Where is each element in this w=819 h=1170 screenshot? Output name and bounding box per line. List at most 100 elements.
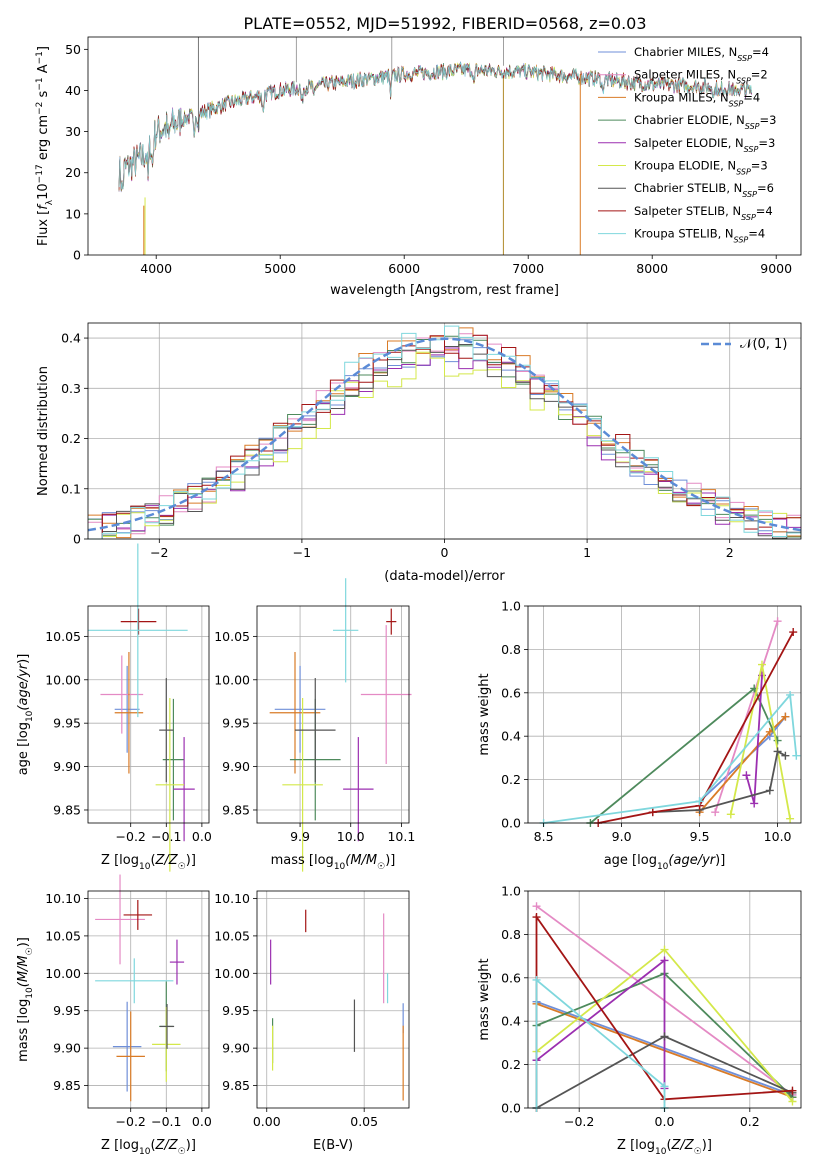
weight-marker (532, 913, 541, 922)
y-tick-label: 9.85 (53, 1078, 81, 1093)
axes-frame (87, 36, 802, 256)
y-tick-label: 0.3 (61, 381, 81, 396)
y-tick-label: 1.0 (501, 599, 521, 614)
y-tick-label: 0.6 (501, 970, 521, 985)
y-tick-label: 0.2 (501, 1057, 521, 1072)
y-tick-label: 10.00 (45, 966, 81, 981)
weight-marker (660, 1032, 669, 1041)
weight-marker (788, 1097, 797, 1106)
weight-series (543, 692, 798, 824)
x-tick-label: 6000 (388, 261, 420, 276)
weight-marker (532, 902, 541, 911)
y-axis-label: mass weight (477, 958, 492, 1040)
y-tick-label: 30 (65, 124, 81, 139)
legend-label: Kroupa MILES, NSSP=4 (634, 90, 760, 108)
axes-frame (256, 890, 410, 1109)
weight-marker (726, 810, 735, 819)
x-tick-label: −1 (293, 545, 311, 560)
normal-curve (87, 337, 802, 532)
y-tick-label: 0.1 (61, 481, 81, 496)
y-tick-label: 0.4 (501, 1014, 521, 1029)
x-tick-label: 4000 (140, 261, 172, 276)
y-tick-label: 9.85 (222, 1078, 250, 1093)
y-tick-label: 10.05 (214, 629, 250, 644)
weight-marker (695, 797, 704, 806)
weight-marker (660, 1082, 669, 1091)
weight-marker (660, 956, 669, 965)
y-tick-label: 9.95 (222, 1003, 250, 1018)
x-tick-label: 0.05 (350, 1114, 378, 1129)
y-tick-label: 9.90 (53, 1041, 81, 1056)
x-tick-label: −0.1 (151, 1114, 181, 1129)
x-tick-label: 5000 (264, 261, 296, 276)
axes-frame (87, 605, 210, 824)
weight-marker (742, 771, 751, 780)
x-tick-label: −0.2 (564, 1114, 594, 1129)
y-tick-label: 10.10 (45, 891, 81, 906)
y-tick-label: 50 (65, 42, 81, 57)
grid-layer (88, 323, 801, 1109)
x-tick-label: 9000 (760, 261, 792, 276)
axes-frame (527, 605, 802, 824)
axes-layer: 4000 5000 6000 7000 8000 900001020304050wavel… (16, 36, 802, 1157)
x-tick-label: 0 (441, 545, 449, 560)
x-axis-label: Z [log10(Z/Z☉)] (101, 1138, 196, 1157)
x-tick-label: 0.0 (655, 1114, 675, 1129)
x-axis-label: mass [log10(M/M☉)] (271, 853, 396, 872)
y-tick-label: 10.05 (45, 629, 81, 644)
y-tick-label: 9.85 (222, 802, 250, 817)
legend-label: Chabrier ELODIE, NSSP=3 (634, 113, 776, 131)
legend-label: Salpeter STELIB, NSSP=4 (634, 204, 773, 222)
y-tick-label: 0.8 (501, 927, 521, 942)
histogram-series (88, 351, 801, 540)
data-layer (87, 37, 802, 1112)
weight-marker (711, 808, 720, 817)
weight-marker (786, 690, 795, 699)
y-tick-label: 10.05 (214, 928, 250, 943)
weight-marker (786, 814, 795, 823)
x-tick-label: 0.2 (740, 1114, 760, 1129)
y-tick-label: 0.0 (501, 816, 521, 831)
x-tick-label: 8.5 (534, 829, 554, 844)
y-tick-label: 9.90 (222, 1041, 250, 1056)
histogram-series (88, 325, 801, 540)
y-tick-label: 10.05 (45, 928, 81, 943)
y-tick-label: 10 (65, 206, 81, 221)
y-tick-label: 1.0 (501, 884, 521, 899)
weight-marker (765, 786, 774, 795)
y-tick-label: 0.8 (501, 642, 521, 657)
x-tick-label: −2 (150, 545, 168, 560)
x-tick-label: 0.0 (192, 1114, 212, 1129)
x-tick-label: 10.1 (387, 829, 415, 844)
y-axis-label: Flux [fλ10−17 erg cm−2 s−1 A−1] (35, 46, 55, 246)
weight-marker (788, 1086, 797, 1095)
x-axis-label: wavelength [Angstrom, rest frame] (330, 283, 559, 298)
y-tick-label: 9.85 (53, 802, 81, 817)
weight-marker (765, 727, 774, 736)
x-tick-label: 0.00 (253, 1114, 281, 1129)
x-axis-label: E(B-V) (313, 1138, 353, 1153)
legend-label: 𝒩(0, 1) (740, 337, 787, 352)
y-axis-label: age [log10(age/yr)] (16, 654, 35, 776)
x-axis-label: (data-model)/error (384, 569, 505, 584)
x-tick-label: 1 (583, 545, 591, 560)
x-tick-label: 9.5 (690, 829, 710, 844)
y-axis-label: mass [log10(M/M☉)] (16, 937, 35, 1062)
axes-frame (87, 890, 210, 1109)
weight-marker (750, 799, 759, 808)
x-tick-label: 2 (726, 545, 734, 560)
weight-marker (758, 660, 766, 669)
x-axis-label: Z [log10(Z/Z☉)] (101, 853, 196, 872)
legend-label: Kroupa ELODIE, NSSP=3 (634, 159, 768, 177)
legend-label: Kroupa STELIB, NSSP=4 (634, 227, 765, 245)
y-tick-label: 0.0 (501, 1101, 521, 1116)
y-tick-label: 9.95 (222, 716, 250, 731)
weight-series (535, 978, 666, 1108)
y-tick-label: 0.4 (61, 331, 81, 346)
legend-label: Chabrier STELIB, NSSP=6 (634, 181, 774, 199)
y-tick-label: 0 (73, 248, 81, 263)
y-tick-label: 0.2 (501, 772, 521, 787)
x-tick-label: 10.0 (337, 829, 365, 844)
y-tick-label: 0.2 (61, 431, 81, 446)
